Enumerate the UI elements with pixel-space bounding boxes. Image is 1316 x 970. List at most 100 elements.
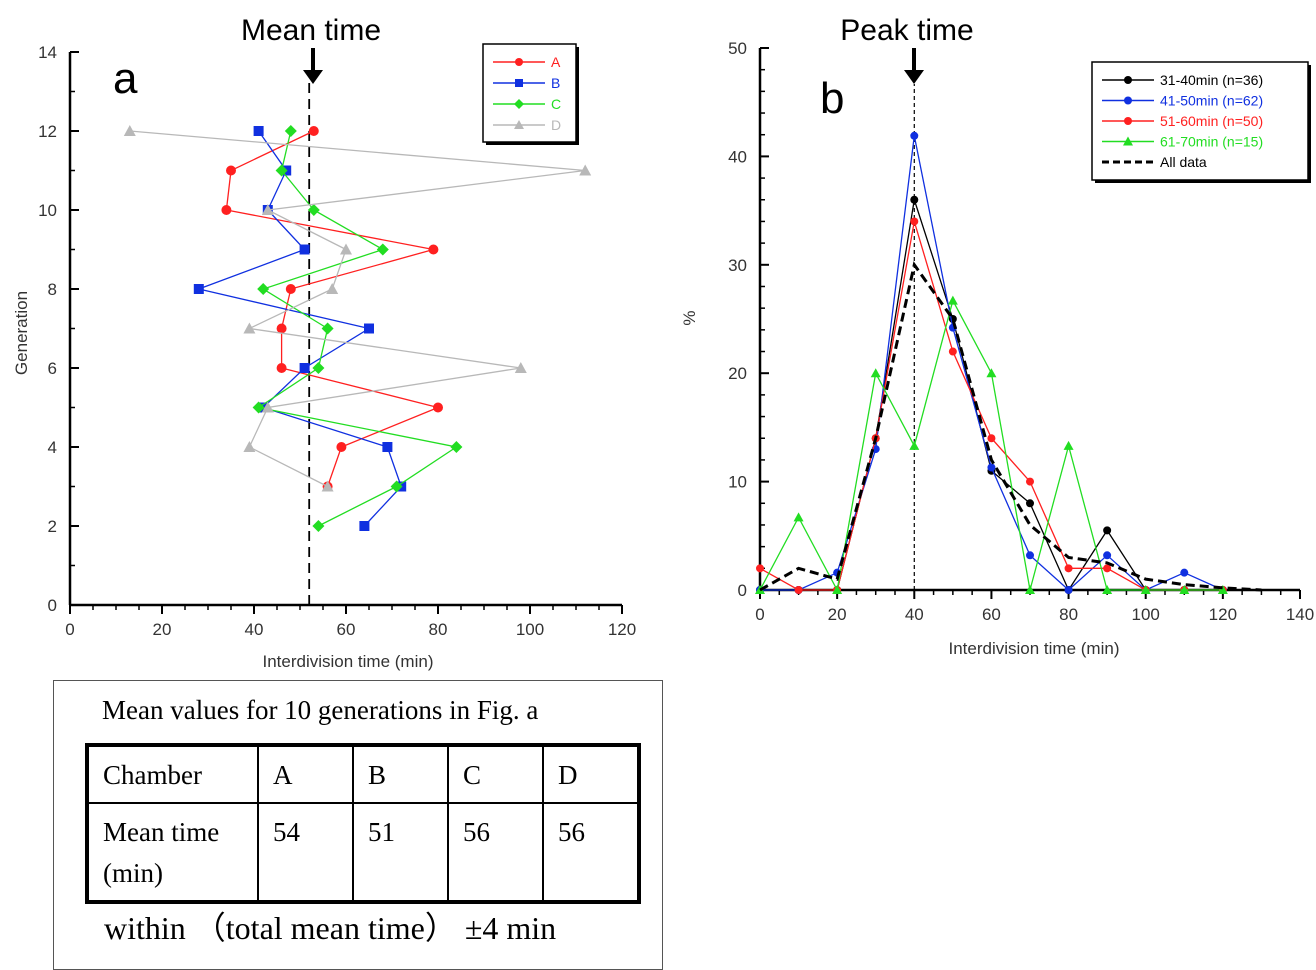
data-point — [870, 368, 881, 378]
legend-marker — [1124, 96, 1132, 105]
y-tick-label: 12 — [38, 122, 57, 141]
mean-values-table: Chamber A B C D Mean time (min) 54 51 56… — [85, 743, 641, 904]
y-tick-label: 2 — [48, 517, 57, 536]
data-point — [1026, 477, 1034, 486]
data-point — [1102, 585, 1113, 594]
series-line — [759, 261, 1262, 592]
data-point — [299, 363, 310, 373]
data-point — [832, 585, 843, 594]
data-point — [284, 125, 297, 137]
y-tick-label: 0 — [738, 581, 747, 600]
data-point — [276, 363, 287, 373]
value-chamber-c: 56 — [447, 802, 544, 903]
data-point — [947, 295, 958, 305]
series-4 — [755, 295, 1228, 594]
series-5 — [759, 261, 1262, 592]
data-point — [909, 440, 920, 450]
legend-label: 61-70min (n=15) — [1160, 134, 1263, 150]
data-point — [276, 323, 287, 334]
legend-marker — [514, 99, 524, 109]
table-note: within （total mean time） ±4 min — [104, 910, 557, 946]
data-point — [910, 217, 919, 226]
data-point — [252, 401, 265, 414]
data-point — [948, 347, 957, 356]
x-tick-label: 20 — [153, 620, 172, 639]
data-point — [1064, 586, 1073, 594]
data-point — [1064, 564, 1073, 573]
data-point — [257, 283, 270, 295]
data-point — [376, 243, 389, 256]
x-tick-label: 0 — [755, 605, 764, 624]
data-point — [1063, 440, 1074, 450]
x-tick-label: 80 — [1059, 605, 1078, 624]
legend-box — [482, 43, 577, 143]
legend-label: A — [551, 54, 561, 70]
y-tick-label: 50 — [728, 39, 747, 58]
data-point — [243, 322, 256, 334]
data-point — [433, 402, 443, 413]
header-chamber-a: A — [257, 744, 354, 804]
legend-label: All data — [1160, 154, 1207, 170]
value-chamber-d: 56 — [542, 802, 640, 903]
legend-marker — [515, 79, 523, 87]
table-caption: Mean values for 10 generations in Fig. a — [102, 695, 539, 725]
data-point — [299, 244, 310, 255]
value-chamber-a: 54 — [257, 802, 354, 903]
data-point — [514, 362, 527, 373]
legend-label: 51-60min (n=50) — [1160, 113, 1263, 129]
row-mean-time-label: Mean time (min) — [86, 802, 259, 903]
data-point — [326, 283, 339, 294]
legend-label: C — [551, 96, 561, 112]
data-point — [910, 195, 919, 204]
data-point — [275, 164, 288, 177]
data-point — [261, 401, 274, 413]
x-axis-title: Interdivision time (min) — [949, 639, 1120, 658]
x-axis-title: Interdivision time (min) — [263, 652, 434, 671]
data-point — [307, 204, 320, 216]
data-point — [1180, 568, 1189, 577]
series-3 — [252, 125, 463, 532]
series-line — [129, 130, 586, 488]
legend: 31-40min (n=36) 41-50min (n=62) 51-60min (… — [1091, 61, 1311, 183]
header-chamber-d: D — [542, 744, 640, 804]
x-tick-label: 60 — [337, 620, 356, 639]
series-line — [225, 130, 441, 487]
legend-label: B — [551, 75, 560, 91]
data-point — [1140, 585, 1151, 594]
data-point — [1103, 551, 1112, 560]
data-point — [450, 441, 463, 453]
y-tick-label: 4 — [48, 438, 57, 457]
data-point — [312, 520, 325, 532]
data-point — [253, 126, 264, 136]
data-point — [794, 586, 803, 594]
y-tick-label: 14 — [38, 43, 57, 62]
data-point — [364, 323, 374, 334]
data-point — [987, 434, 996, 443]
data-point — [359, 521, 370, 531]
series-4 — [123, 125, 592, 492]
data-point — [428, 244, 439, 255]
data-point — [312, 362, 325, 374]
data-point — [793, 512, 804, 522]
x-tick-label: 0 — [65, 620, 74, 639]
legend-label: 41-50min (n=62) — [1160, 93, 1263, 109]
data-point — [1179, 585, 1190, 594]
data-point — [285, 284, 296, 294]
value-chamber-b: 51 — [352, 802, 449, 903]
chart-title: Mean time — [241, 14, 381, 47]
series-1 — [756, 195, 1227, 594]
series-3 — [756, 217, 1227, 594]
data-point — [756, 564, 764, 573]
series-line — [760, 199, 1223, 592]
legend-label: 31-40min (n=36) — [1160, 72, 1263, 88]
chart-title: Peak time — [840, 14, 973, 47]
y-axis-title: Generation — [12, 291, 31, 375]
legend-marker — [514, 120, 524, 129]
data-point — [340, 243, 352, 255]
data-point — [1103, 564, 1112, 573]
x-tick-label: 120 — [608, 620, 636, 639]
x-tick-label: 100 — [1132, 605, 1160, 624]
y-tick-label: 10 — [38, 201, 57, 220]
header-chamber-label: Chamber — [86, 744, 259, 804]
